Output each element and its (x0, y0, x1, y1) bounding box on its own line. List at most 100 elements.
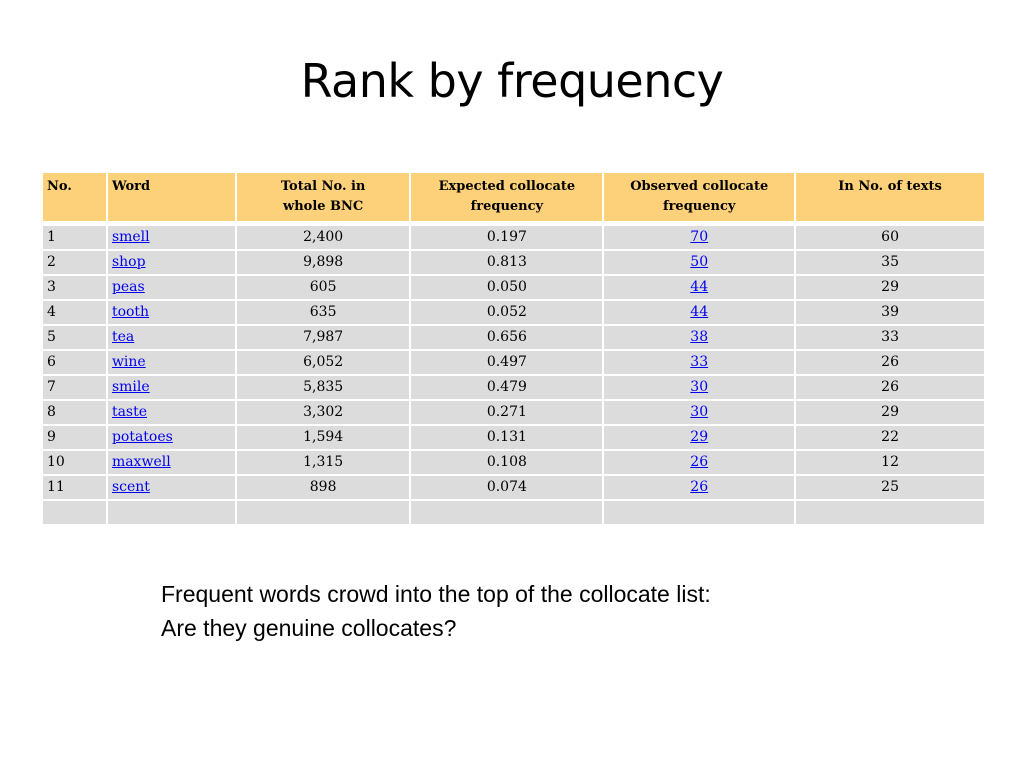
cell-word: shop (107, 251, 235, 274)
cell-texts: 26 (796, 376, 984, 399)
table-row: 4 tooth 635 0.052 44 39 (43, 301, 984, 324)
observed-frequency-link[interactable]: 33 (690, 354, 709, 370)
cell-clipped (604, 501, 795, 524)
cell-word: potatoes (107, 426, 235, 449)
cell-observed: 29 (604, 426, 795, 449)
header-total-bnc: Total No. in whole BNC (236, 173, 410, 221)
cell-clipped (43, 501, 106, 524)
header-no: No. (43, 173, 106, 221)
cell-total: 9,898 (236, 251, 410, 274)
observed-frequency-link[interactable]: 50 (690, 254, 709, 270)
cell-texts: 29 (796, 401, 984, 424)
cell-no: 7 (43, 376, 106, 399)
cell-texts: 29 (796, 276, 984, 299)
header-row: No. Word Total No. in whole BNC Expected … (43, 173, 984, 221)
cell-word: smile (107, 376, 235, 399)
cell-observed: 30 (604, 376, 795, 399)
cell-texts: 39 (796, 301, 984, 324)
header-expected-frequency: Expected collocate frequency (411, 173, 603, 221)
cell-observed: 26 (604, 476, 795, 499)
table-row: 5 tea 7,987 0.656 38 33 (43, 326, 984, 349)
cell-expected: 0.813 (411, 251, 603, 274)
slide-note: Frequent words crowd into the top of the… (161, 577, 921, 645)
cell-observed: 70 (604, 226, 795, 249)
cell-expected: 0.131 (411, 426, 603, 449)
header-word: Word (107, 173, 235, 221)
cell-expected: 0.479 (411, 376, 603, 399)
cell-expected: 0.050 (411, 276, 603, 299)
collocate-table: No. Word Total No. in whole BNC Expected … (42, 172, 985, 526)
cell-word: maxwell (107, 451, 235, 474)
observed-frequency-link[interactable]: 26 (690, 479, 709, 495)
cell-observed: 44 (604, 301, 795, 324)
table-row: 7 smile 5,835 0.479 30 26 (43, 376, 984, 399)
cell-observed: 50 (604, 251, 795, 274)
observed-frequency-link[interactable]: 26 (690, 454, 709, 470)
observed-frequency-link[interactable]: 38 (690, 329, 709, 345)
cell-word: smell (107, 226, 235, 249)
cell-word: tooth (107, 301, 235, 324)
cell-expected: 0.052 (411, 301, 603, 324)
word-link[interactable]: smell (111, 229, 150, 245)
table-row: 3 peas 605 0.050 44 29 (43, 276, 984, 299)
table-row: 9 potatoes 1,594 0.131 29 22 (43, 426, 984, 449)
table-body: 1 smell 2,400 0.197 70 60 2 shop 9,898 0.813 50 35 3… (43, 223, 984, 524)
observed-frequency-link[interactable]: 30 (690, 404, 709, 420)
cell-word: wine (107, 351, 235, 374)
word-link[interactable]: smile (111, 379, 150, 395)
collocate-table-crop: No. Word Total No. in whole BNC Expected … (42, 172, 985, 527)
cell-observed: 44 (604, 276, 795, 299)
cell-no: 4 (43, 301, 106, 324)
table-row: 6 wine 6,052 0.497 33 26 (43, 351, 984, 374)
cell-observed: 30 (604, 401, 795, 424)
cell-word: taste (107, 401, 235, 424)
cell-clipped (796, 501, 984, 524)
word-link[interactable]: scent (111, 479, 150, 495)
cell-expected: 0.108 (411, 451, 603, 474)
cell-total: 5,835 (236, 376, 410, 399)
table-row: 8 taste 3,302 0.271 30 29 (43, 401, 984, 424)
cell-observed: 38 (604, 326, 795, 349)
cell-expected: 0.271 (411, 401, 603, 424)
table-row: 10 maxwell 1,315 0.108 26 12 (43, 451, 984, 474)
cell-observed: 33 (604, 351, 795, 374)
observed-frequency-link[interactable]: 70 (690, 229, 709, 245)
word-link[interactable]: maxwell (111, 454, 171, 470)
cell-no: 6 (43, 351, 106, 374)
cell-total: 898 (236, 476, 410, 499)
cell-texts: 35 (796, 251, 984, 274)
cell-no: 1 (43, 226, 106, 249)
cell-no: 11 (43, 476, 106, 499)
word-link[interactable]: taste (111, 404, 148, 420)
word-link[interactable]: tea (111, 329, 135, 345)
observed-frequency-link[interactable]: 44 (690, 279, 709, 295)
table-row: 11 scent 898 0.074 26 25 (43, 476, 984, 499)
cell-no: 2 (43, 251, 106, 274)
word-link[interactable]: tooth (111, 304, 150, 320)
cell-word: scent (107, 476, 235, 499)
cell-no: 8 (43, 401, 106, 424)
cell-texts: 25 (796, 476, 984, 499)
slide-title: Rank by frequency (300, 54, 724, 108)
cell-expected: 0.074 (411, 476, 603, 499)
cell-no: 5 (43, 326, 106, 349)
table-row: 2 shop 9,898 0.813 50 35 (43, 251, 984, 274)
observed-frequency-link[interactable]: 44 (690, 304, 709, 320)
cell-clipped (411, 501, 603, 524)
word-link[interactable]: peas (111, 279, 145, 295)
cell-texts: 26 (796, 351, 984, 374)
word-link[interactable]: shop (111, 254, 146, 270)
observed-frequency-link[interactable]: 29 (690, 429, 709, 445)
cell-total: 2,400 (236, 226, 410, 249)
cell-total: 1,594 (236, 426, 410, 449)
word-link[interactable]: potatoes (111, 429, 173, 445)
cell-total: 1,315 (236, 451, 410, 474)
observed-frequency-link[interactable]: 30 (690, 379, 709, 395)
word-link[interactable]: wine (111, 354, 146, 370)
header-observed-frequency: Observed collocate frequency (604, 173, 795, 221)
cell-texts: 33 (796, 326, 984, 349)
cell-total: 3,302 (236, 401, 410, 424)
cell-expected: 0.497 (411, 351, 603, 374)
cell-total: 7,987 (236, 326, 410, 349)
cell-total: 635 (236, 301, 410, 324)
